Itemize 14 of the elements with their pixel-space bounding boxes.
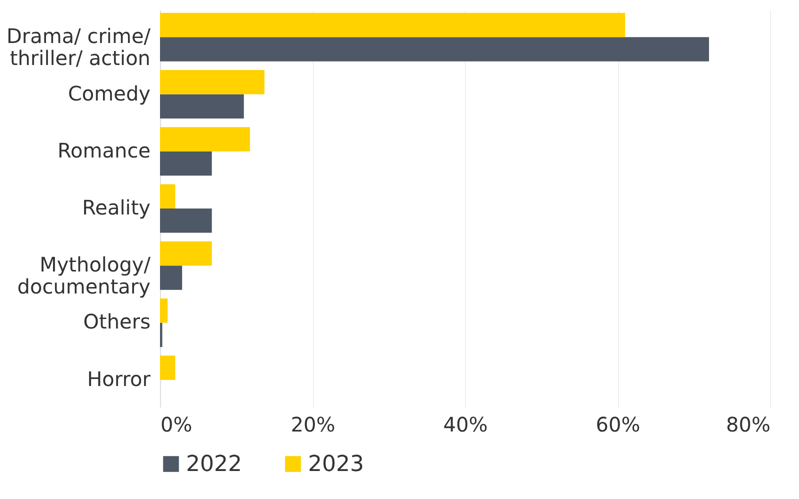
y-tick-label: Mythology/ documentary [17, 252, 151, 299]
x-tick-label: 60% [596, 412, 640, 436]
y-tick-label: Comedy [68, 81, 151, 106]
x-tick-label: 80% [726, 412, 770, 436]
x-tick-label: 40% [443, 412, 488, 436]
y-tick-label: Romance [58, 138, 150, 162]
y-tick-label: Reality [82, 196, 151, 220]
y-tick-label: Others [83, 310, 150, 334]
y-tick-label: Drama/ crime/ thriller/ action [6, 24, 151, 70]
y-tick-label: Horror [87, 366, 152, 391]
x-tick-label: 0% [160, 412, 192, 436]
x-tick-label: 20% [290, 412, 336, 436]
legend-label: 2022 [186, 452, 242, 477]
legend-label: 2023 [308, 452, 364, 477]
